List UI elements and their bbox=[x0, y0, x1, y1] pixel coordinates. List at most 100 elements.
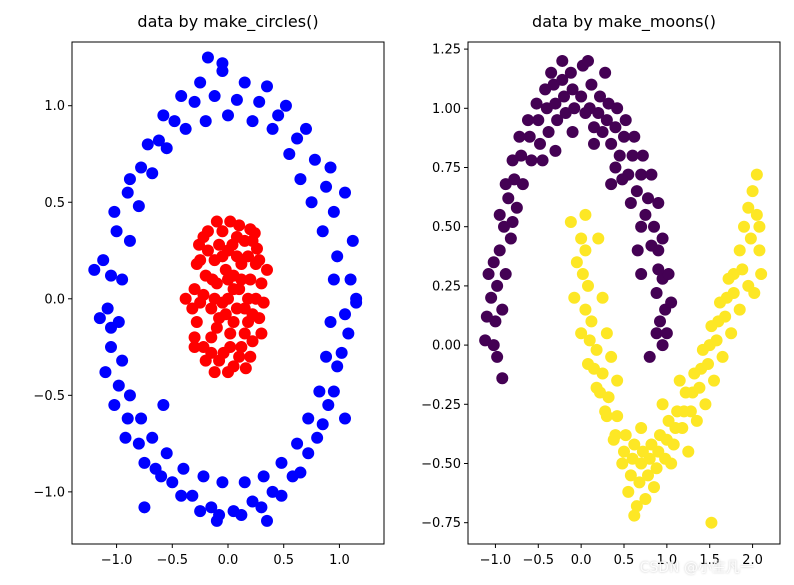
circles-point-series-0 bbox=[302, 447, 315, 460]
moons-point-series-1 bbox=[676, 421, 689, 434]
circles-point-series-1 bbox=[213, 238, 226, 251]
moons-point-series-0 bbox=[506, 215, 519, 228]
moons-point-series-1 bbox=[693, 381, 706, 394]
moons-point-series-1 bbox=[714, 296, 726, 309]
moons-point-series-0 bbox=[635, 268, 648, 281]
circles-point-series-1 bbox=[219, 263, 232, 276]
circles-point-series-1 bbox=[210, 215, 223, 228]
circles-y-tick-label: 1.0 bbox=[44, 99, 65, 114]
moons-point-series-0 bbox=[588, 137, 600, 150]
moons-point-series-1 bbox=[656, 398, 669, 411]
moons-axis-ticks: −1.0 −0.5 0.0 0.5 1.0 1.5 2.0 −0.75 −0.50 −0.25 0.… bbox=[421, 43, 763, 568]
circles-point-series-0 bbox=[350, 292, 363, 305]
moons-point-series-1 bbox=[755, 268, 768, 281]
circles-point-series-1 bbox=[235, 273, 248, 286]
moons-point-series-1 bbox=[682, 445, 695, 458]
moons-point-series-0 bbox=[566, 83, 579, 96]
moons-point-series-1 bbox=[619, 429, 632, 442]
circles-point-series-0 bbox=[157, 109, 170, 122]
moons-point-series-0 bbox=[551, 114, 564, 127]
moons-point-series-0 bbox=[542, 125, 555, 138]
moons-x-tick-label: −1.0 bbox=[480, 553, 512, 568]
moons-point-series-0 bbox=[600, 114, 613, 127]
circles-point-series-0 bbox=[116, 354, 129, 367]
circles-point-series-0 bbox=[93, 312, 106, 325]
moons-y-tick-label: 1.00 bbox=[432, 102, 461, 117]
circles-point-series-0 bbox=[255, 501, 268, 514]
moons-point-series-1 bbox=[684, 405, 697, 418]
moons-point-series-1 bbox=[654, 429, 666, 442]
moons-point-series-1 bbox=[716, 350, 729, 363]
moons-point-series-0 bbox=[516, 178, 529, 191]
moons-point-series-1 bbox=[630, 500, 643, 513]
circles-point-series-0 bbox=[294, 466, 307, 479]
circles-point-series-0 bbox=[186, 489, 199, 502]
circles-point-series-0 bbox=[230, 93, 243, 106]
moons-point-series-1 bbox=[733, 303, 746, 316]
circles-y-tick-label: −1.0 bbox=[33, 485, 65, 500]
moons-point-series-1 bbox=[592, 232, 605, 245]
circles-point-series-0 bbox=[135, 412, 148, 425]
circles-point-series-0 bbox=[316, 418, 329, 431]
circles-point-series-0 bbox=[246, 495, 259, 508]
circles-point-series-1 bbox=[246, 335, 259, 348]
circles-point-series-0 bbox=[201, 51, 214, 64]
circles-point-series-0 bbox=[155, 470, 168, 483]
moons-x-tick-label: 2.0 bbox=[742, 553, 763, 568]
circles-point-series-0 bbox=[175, 489, 188, 502]
circles-point-series-0 bbox=[205, 501, 218, 514]
circles-point-series-0 bbox=[324, 315, 337, 328]
moons-point-series-1 bbox=[624, 469, 637, 482]
circles-point-series-0 bbox=[166, 476, 179, 489]
moons-point-series-1 bbox=[633, 476, 646, 489]
moons-point-series-1 bbox=[708, 374, 720, 387]
moons-point-series-0 bbox=[656, 232, 669, 245]
moons-point-series-1 bbox=[579, 208, 592, 221]
circles-point-series-0 bbox=[305, 196, 318, 209]
moons-subplot: data by make_moons() −1.0 −0.5 0.0 0.5 1.0 1.… bbox=[421, 12, 781, 568]
circles-point-series-1 bbox=[239, 362, 252, 375]
circles-point-series-0 bbox=[238, 476, 251, 489]
moons-title: data by make_moons() bbox=[532, 12, 716, 32]
moons-point-series-1 bbox=[628, 509, 641, 522]
moons-point-series-0 bbox=[635, 220, 648, 233]
moons-point-series-0 bbox=[618, 130, 630, 143]
circles-point-series-0 bbox=[313, 385, 326, 398]
circles-point-series-0 bbox=[339, 412, 351, 425]
moons-point-series-1 bbox=[628, 438, 641, 451]
moons-point-series-0 bbox=[628, 130, 641, 143]
moons-point-series-1 bbox=[642, 469, 654, 482]
moons-point-series-0 bbox=[568, 102, 581, 115]
circles-point-series-0 bbox=[261, 80, 273, 93]
circles-point-series-0 bbox=[266, 122, 279, 135]
moons-point-series-1 bbox=[667, 438, 680, 451]
moons-point-series-0 bbox=[510, 201, 523, 214]
moons-point-series-1 bbox=[618, 445, 630, 458]
circles-point-series-1 bbox=[190, 258, 203, 271]
moons-point-series-1 bbox=[719, 310, 732, 323]
moons-point-series-1 bbox=[699, 398, 712, 411]
moons-point-series-1 bbox=[622, 485, 635, 498]
circles-point-series-0 bbox=[210, 514, 223, 527]
circles-point-series-1 bbox=[219, 308, 232, 321]
circles-point-series-0 bbox=[331, 250, 344, 263]
circles-point-series-1 bbox=[242, 292, 255, 305]
moons-x-tick-label: 0.0 bbox=[571, 553, 592, 568]
circles-point-series-0 bbox=[291, 132, 304, 145]
moons-point-series-1 bbox=[639, 493, 652, 506]
circles-point-series-1 bbox=[188, 331, 201, 344]
circles-point-series-1 bbox=[238, 327, 251, 340]
moons-points bbox=[479, 54, 768, 529]
moons-point-series-0 bbox=[493, 244, 506, 257]
moons-y-tick-label: −0.50 bbox=[421, 457, 461, 472]
moons-point-series-1 bbox=[742, 279, 755, 292]
moons-point-series-0 bbox=[631, 244, 644, 257]
circles-plot-frame bbox=[71, 41, 385, 545]
moons-point-series-0 bbox=[485, 291, 498, 304]
moons-point-series-0 bbox=[639, 208, 652, 221]
circles-title: data by make_circles() bbox=[137, 12, 318, 32]
circles-point-series-0 bbox=[121, 186, 134, 199]
circles-point-series-1 bbox=[227, 283, 240, 296]
moons-point-series-1 bbox=[742, 201, 755, 214]
